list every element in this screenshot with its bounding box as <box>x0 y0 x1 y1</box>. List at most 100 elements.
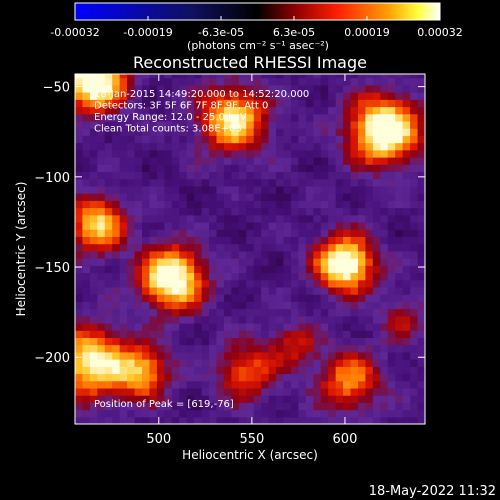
heatmap-cell <box>171 243 180 252</box>
heatmap-cell <box>268 164 277 173</box>
heatmap-cell <box>380 366 389 375</box>
heatmap-cell <box>298 200 307 209</box>
heatmap-cell <box>194 77 203 86</box>
heatmap-cell <box>328 258 337 266</box>
heatmap-cell <box>223 193 232 201</box>
heatmap-cell <box>313 380 322 389</box>
heatmap-cell <box>268 279 277 288</box>
heatmap-cell <box>365 236 374 245</box>
heatmap-cell <box>112 416 121 424</box>
heatmap-cell <box>246 243 255 252</box>
heatmap-cell <box>313 387 322 396</box>
heatmap-cell <box>238 99 247 108</box>
heatmap-cell <box>112 221 121 230</box>
heatmap-cell <box>223 77 232 86</box>
heatmap-cell <box>387 294 396 302</box>
heatmap-cell <box>201 279 210 288</box>
heatmap-cell <box>134 409 143 418</box>
annotation-line: Energy Range: 12.0 - 25.0 keV <box>94 112 247 123</box>
heatmap-cell <box>82 286 91 295</box>
heatmap-cell <box>112 294 121 302</box>
heatmap-cell <box>380 351 389 360</box>
heatmap-cell <box>328 74 337 79</box>
heatmap-cell <box>268 337 277 346</box>
heatmap-cell <box>372 250 381 259</box>
heatmap-cell <box>268 359 277 367</box>
heatmap-cell <box>104 193 113 201</box>
heatmap-cell <box>179 395 188 403</box>
heatmap-cell <box>186 387 195 396</box>
heatmap-cell <box>335 221 344 230</box>
heatmap-cell <box>417 164 425 173</box>
heatmap-cell <box>149 380 158 389</box>
heatmap-cell <box>194 366 203 375</box>
heatmap-cell <box>305 308 314 317</box>
heatmap-cell <box>298 149 307 158</box>
heatmap-cell <box>290 272 300 281</box>
heatmap-cell <box>402 308 411 317</box>
colorbar-tick-label: -6.3e-05 <box>198 26 244 39</box>
heatmap-cell <box>380 387 389 396</box>
heatmap-cell <box>179 74 188 79</box>
heatmap-cell <box>209 200 218 209</box>
heatmap-cell <box>238 106 247 115</box>
heatmap-cell <box>231 373 240 382</box>
heatmap-cell <box>276 330 285 339</box>
heatmap-cell <box>365 149 374 158</box>
heatmap-cell <box>387 351 396 360</box>
heatmap-cell <box>335 258 344 266</box>
heatmap-cell <box>119 286 128 295</box>
heatmap-cell <box>283 366 292 375</box>
heatmap-cell <box>350 74 359 79</box>
heatmap-cell <box>89 373 98 382</box>
heatmap-cell <box>246 120 255 129</box>
heatmap-cell <box>112 156 121 165</box>
heatmap-cell <box>97 214 106 223</box>
heatmap-cell <box>223 106 232 115</box>
heatmap-cell <box>104 221 113 230</box>
heatmap-cell <box>410 92 419 100</box>
heatmap-cell <box>350 142 359 151</box>
heatmap-cell <box>380 156 389 165</box>
heatmap-cell <box>387 366 396 375</box>
heatmap-cell <box>82 351 91 360</box>
heatmap-cell <box>320 74 329 79</box>
heatmap-cell <box>246 200 255 209</box>
heatmap-cell <box>112 135 121 144</box>
heatmap-cell <box>127 207 136 216</box>
heatmap-cell <box>89 351 98 360</box>
heatmap-cell <box>201 409 210 418</box>
heatmap-cell <box>171 351 180 360</box>
heatmap-cell <box>216 308 225 317</box>
heatmap-cell <box>142 366 151 375</box>
heatmap-cell <box>380 286 389 295</box>
heatmap-cell <box>335 286 344 295</box>
heatmap-cell <box>417 286 425 295</box>
heatmap-cell <box>142 351 151 360</box>
heatmap-cell <box>171 373 180 382</box>
heatmap-cell <box>328 221 337 230</box>
heatmap-cell <box>134 286 143 295</box>
heatmap-cell <box>417 416 425 424</box>
heatmap-cell <box>164 221 173 230</box>
heatmap-cell <box>372 229 381 237</box>
heatmap-cell <box>343 84 352 93</box>
heatmap-cell <box>142 164 151 173</box>
heatmap-cell <box>171 301 180 310</box>
heatmap-cell <box>253 402 262 411</box>
heatmap-cell <box>276 387 285 396</box>
heatmap-cell <box>127 387 136 396</box>
heatmap-cell <box>164 301 173 310</box>
heatmap-cell <box>380 185 389 194</box>
heatmap-cell <box>305 294 314 302</box>
heatmap-cell <box>112 344 121 353</box>
heatmap-cell <box>410 315 419 324</box>
heatmap-cell <box>365 142 374 151</box>
heatmap-cell <box>82 142 91 151</box>
heatmap-cell <box>290 258 300 266</box>
heatmap-cell <box>82 373 91 382</box>
heatmap-cell <box>357 207 367 216</box>
heatmap-cell <box>149 74 158 79</box>
heatmap-cell <box>127 250 136 259</box>
heatmap-cell <box>209 156 218 165</box>
